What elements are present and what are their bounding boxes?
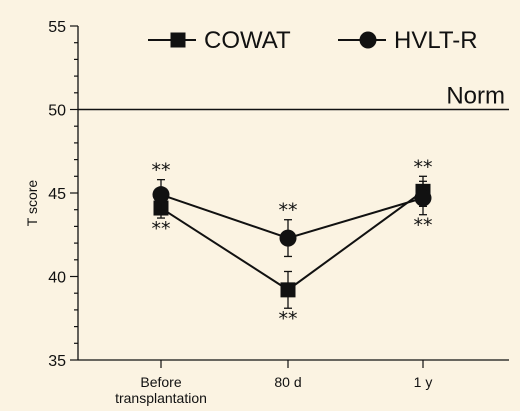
significance-mark: **: [152, 160, 171, 182]
x-tick-label: 80 d: [274, 374, 301, 390]
legend-entry: HVLT-R: [338, 27, 478, 54]
data-point: [152, 186, 170, 204]
y-tick-label: 55: [48, 19, 66, 36]
significance-mark: **: [279, 200, 298, 222]
significance-layer: ** ** ** ** ** **: [152, 156, 433, 330]
significance-mark: **: [414, 156, 433, 178]
legend-label: COWAT: [204, 27, 291, 54]
legend-marker: [359, 31, 377, 49]
significance-mark: **: [414, 215, 433, 237]
x-tick-label: Before: [140, 374, 181, 390]
x-tick-label: transplantation: [115, 390, 207, 406]
legend-label: HVLT-R: [394, 27, 478, 54]
y-tick-label: 50: [48, 103, 66, 120]
significance-mark: **: [152, 218, 171, 240]
series-hvlt-r: [152, 178, 432, 258]
norm-label: Norm: [446, 83, 505, 110]
significance-mark: **: [279, 308, 298, 330]
data-point: [279, 229, 297, 247]
legend-marker: [170, 32, 186, 48]
y-axis-label: T score: [24, 180, 40, 227]
legend: COWAT HVLT-R: [148, 27, 478, 54]
x-tick-label: 1 y: [414, 374, 433, 390]
data-point: [280, 282, 296, 298]
legend-entry: COWAT: [148, 27, 291, 54]
data-point: [414, 189, 432, 207]
series-layer: [152, 175, 432, 309]
y-tick-label: 35: [48, 353, 66, 370]
y-tick-label: 45: [48, 186, 66, 203]
y-tick-label: 40: [48, 270, 66, 287]
